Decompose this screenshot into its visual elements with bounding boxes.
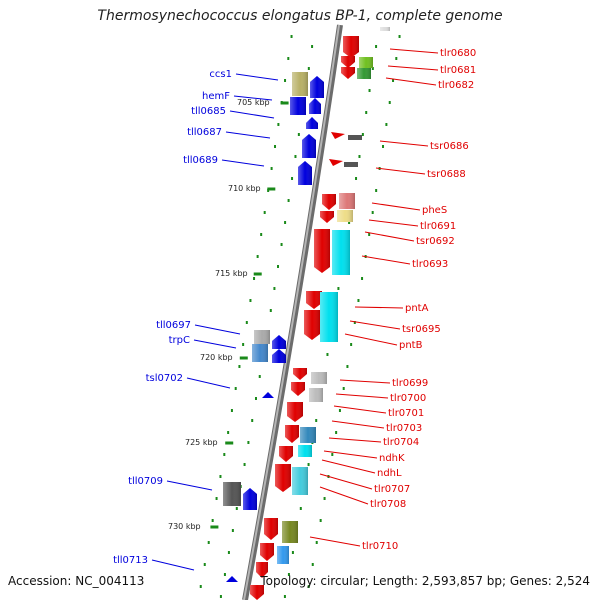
gene-label-tlr0691[interactable]: tlr0691 [420,221,456,232]
kbp-label: 705 kbp [237,98,270,107]
gene-features [223,27,390,600]
gene-label-tlr0703[interactable]: tlr0703 [386,423,422,434]
gene-label-ndhL[interactable]: ndhL [377,468,402,479]
gene-label-tlr0701[interactable]: tlr0701 [388,408,424,419]
kbp-label: 710 kbp [228,184,261,193]
gene-label-tll0687[interactable]: tll0687 [187,127,222,138]
gene-label-ccs1[interactable]: ccs1 [209,69,232,80]
kbp-ticks: 705 kbp 710 kbp 715 kbp 720 kbp 725 kbp 730 k… [168,98,289,531]
gene-label-tsl0702[interactable]: tsl0702 [146,373,183,384]
topology-text: Topology: circular; Length: 2,593,857 bp… [260,574,590,588]
gene-label-tll0685[interactable]: tll0685 [191,106,226,117]
gene-label-tlr0710[interactable]: tlr0710 [362,541,398,552]
gene-label-tlr0704[interactable]: tlr0704 [383,437,419,448]
gene-label-tsr0688[interactable]: tsr0688 [427,169,466,180]
gene-label-tlr0682[interactable]: tlr0682 [438,80,474,91]
gene-label-ndhK[interactable]: ndhK [379,453,405,464]
gene-label-tlr0707[interactable]: tlr0707 [374,484,410,495]
gene-label-tll0689[interactable]: tll0689 [183,155,218,166]
gene-label-tll0697[interactable]: tll0697 [156,320,191,331]
gene-label-pheS[interactable]: pheS [422,205,447,216]
tick-dots [199,35,401,598]
gene-label-tll0713[interactable]: tll0713 [113,555,148,566]
gene-label-pntB[interactable]: pntB [399,340,423,351]
accession-text: Accession: NC_004113 [8,574,145,588]
kbp-label: 720 kbp [200,353,233,362]
gene-label-pntA[interactable]: pntA [405,303,429,314]
gene-label-tlr0708[interactable]: tlr0708 [370,499,406,510]
gene-label-tsr0695[interactable]: tsr0695 [402,324,441,335]
gene-label-tlr0680[interactable]: tlr0680 [440,48,476,59]
gene-label-hemF[interactable]: hemF [202,91,230,102]
map-title: Thermosynechococcus elongatus BP-1, comp… [97,8,503,24]
gene-labels: tlr0680 tlr0681 tlr0682 tsr0686 tsr0688 pheS t… [113,48,476,571]
gene-label-tlr0700[interactable]: tlr0700 [390,393,426,404]
gene-label-tll0709[interactable]: tll0709 [128,476,163,487]
gene-label-trpC[interactable]: trpC [169,335,190,346]
gene-label-tsr0692[interactable]: tsr0692 [416,236,455,247]
gene-label-tlr0693[interactable]: tlr0693 [412,259,448,270]
gene-label-tsr0686[interactable]: tsr0686 [430,141,469,152]
kbp-label: 715 kbp [215,269,248,278]
kbp-label: 730 kbp [168,522,201,531]
gene-label-tlr0681[interactable]: tlr0681 [440,65,476,76]
kbp-label: 725 kbp [185,438,218,447]
gene-label-tlr0699[interactable]: tlr0699 [392,378,428,389]
